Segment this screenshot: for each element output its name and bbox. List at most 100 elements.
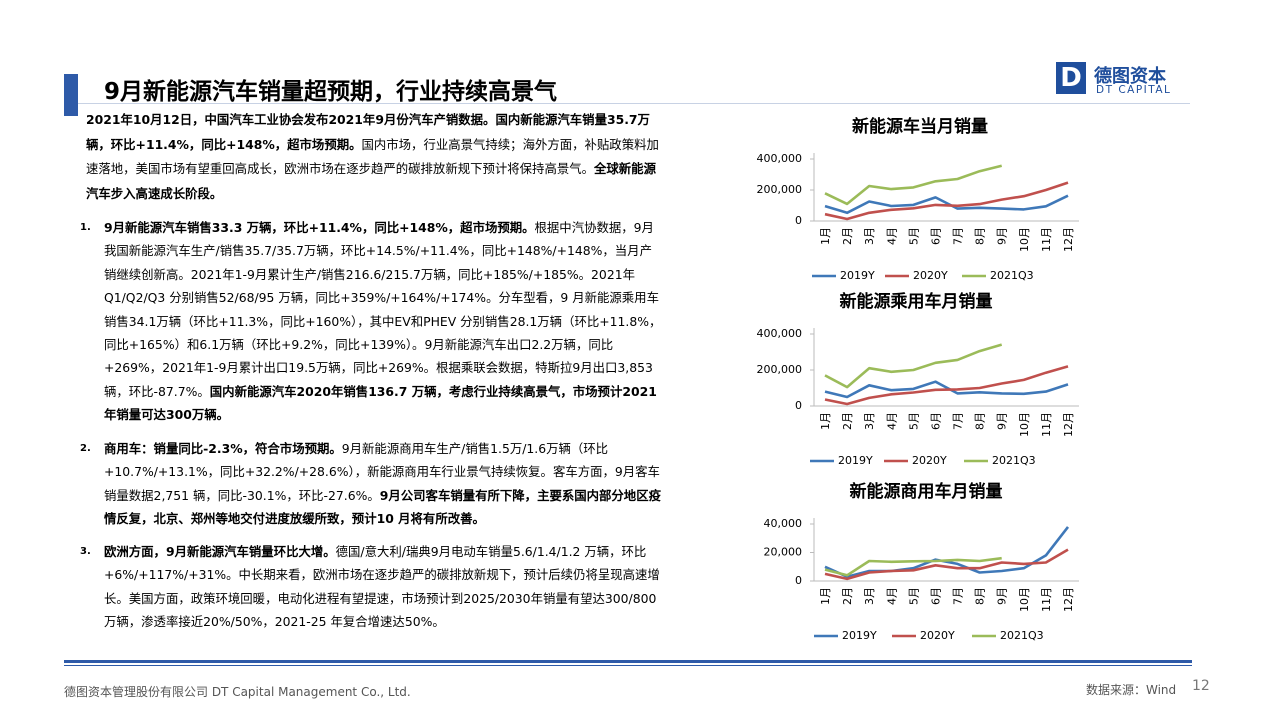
x-tick-label: 1月 [819, 587, 832, 605]
footer-line [64, 660, 1192, 663]
logo-mark: D [1056, 62, 1086, 94]
legend-label: 2021Q3 [1000, 629, 1044, 642]
y-tick-label: 0 [795, 574, 802, 587]
series-line [824, 380, 1069, 399]
x-tick-label: 9月 [996, 587, 1009, 605]
x-tick-label: 9月 [996, 227, 1009, 245]
series-line [824, 548, 1069, 581]
bullet-number: 3. [80, 546, 91, 557]
series-line [824, 343, 1003, 389]
chart-title: 新能源车当月销量 [852, 116, 988, 137]
x-tick-label: 1月 [819, 412, 832, 430]
bullet-number: 1. [80, 222, 91, 233]
y-tick-label: 40,000 [764, 517, 803, 530]
x-tick-label: 8月 [974, 587, 987, 605]
x-tick-label: 4月 [885, 587, 898, 605]
page-number: 12 [1192, 678, 1210, 694]
x-tick-label: 7月 [952, 412, 965, 430]
text-run: 2021年10月12日，中国汽车工业协会发布2021年9月份汽车产销数据。国内新… [86, 112, 650, 152]
series-line [824, 194, 1069, 215]
x-tick-label: 8月 [974, 412, 987, 430]
legend-label: 2020Y [913, 269, 948, 282]
x-tick-label: 4月 [885, 412, 898, 430]
chart-title: 新能源商用车月销量 [850, 481, 1003, 502]
x-tick-label: 12月 [1062, 412, 1075, 437]
x-tick-label: 9月 [996, 412, 1009, 430]
logo-subtext: DT CAPITAL [1096, 84, 1172, 96]
legend-label: 2019Y [840, 269, 875, 282]
bullet-item: 1. 9月新能源汽车销售33.3 万辆，环比+11.4%，同比+148%，超市场预… [80, 216, 664, 427]
text-run: 国内新能源汽车2020年销售136.7 万辆，考虑行业持续高景气，市场预计202… [104, 383, 657, 423]
x-tick-label: 5月 [907, 587, 920, 605]
x-tick-label: 12月 [1062, 227, 1075, 252]
bullet-item: 3. 欧洲方面，9月新能源汽车销量环比大增。德国/意大利/瑞典9月电动车销量5.6… [80, 540, 664, 634]
x-tick-label: 7月 [952, 227, 965, 245]
legend-label: 2020Y [912, 454, 947, 467]
x-tick-label: 10月 [1018, 587, 1031, 612]
text-run: 全球新能源汽车步入高速成长阶段。 [86, 161, 656, 201]
x-tick-label: 6月 [929, 587, 942, 605]
series-line [824, 365, 1069, 406]
x-tick-label: 1月 [819, 227, 832, 245]
x-tick-label: 5月 [907, 412, 920, 430]
series-line [824, 164, 1003, 206]
legend-label: 2019Y [838, 454, 873, 467]
logo-text: 德图资本 [1094, 66, 1166, 87]
legend-label: 2021Q3 [992, 454, 1036, 467]
footer-line [64, 665, 1192, 666]
text-run: 9月新能源商用车生产/销售1.5万/1.6万辆（环比+10.7%/+13.1%，… [104, 441, 660, 503]
bullet-text: 商用车：销量同比-2.3%，符合市场预期。9月新能源商用车生产/销售1.5万/1… [104, 437, 664, 531]
x-tick-label: 11月 [1040, 227, 1053, 252]
bullet-text: 9月新能源汽车销售33.3 万辆，环比+11.4%，同比+148%，超市场预期。… [104, 216, 664, 427]
slide-title: 9月新能源汽车销量超预期，行业持续高景气 [104, 79, 558, 105]
x-tick-label: 2月 [841, 227, 854, 245]
x-tick-label: 7月 [952, 587, 965, 605]
legend-label: 2021Q3 [990, 269, 1034, 282]
y-tick-label: 200,000 [757, 363, 803, 376]
text-run: 9月公司客车销量有所下降，主要系国内部分地区疫情反复，北京、郑州等地交付进度放缓… [104, 487, 661, 527]
y-tick-label: 400,000 [757, 152, 803, 165]
text-run: 国内市场，行业高景气持续；海外方面，补贴政策料加速落地，美国市场有望重回高成长，… [86, 136, 659, 177]
x-tick-label: 3月 [863, 587, 876, 605]
company-name: 德图资本管理股份有限公司 DT Capital Management Co., … [64, 685, 411, 699]
series-line [824, 526, 1070, 578]
divider [78, 103, 1190, 104]
x-tick-label: 12月 [1062, 587, 1075, 612]
legend-label: 2019Y [842, 629, 877, 642]
y-tick-label: 20,000 [764, 546, 803, 559]
y-tick-label: 0 [795, 214, 802, 227]
x-tick-label: 5月 [907, 227, 920, 245]
x-tick-label: 6月 [929, 227, 942, 245]
x-tick-label: 6月 [929, 412, 942, 430]
text-run: 9月新能源汽车销售33.3 万辆，环比+11.4%，同比+148%，超市场预期。 [104, 220, 535, 235]
legend-label: 2020Y [920, 629, 955, 642]
x-tick-label: 3月 [863, 412, 876, 430]
bullet-number: 2. [80, 443, 91, 454]
x-tick-label: 10月 [1018, 227, 1031, 252]
title-accent [64, 74, 78, 116]
y-tick-label: 200,000 [757, 183, 803, 196]
text-run: 德国/意大利/瑞典9月电动车销量5.6/1.4/1.2 万辆，环比+6%/+11… [104, 544, 660, 630]
intro-paragraph: 2021年10月12日，中国汽车工业协会发布2021年9月份汽车产销数据。国内新… [86, 108, 664, 206]
data-source: 数据来源：Wind [1086, 683, 1177, 697]
x-tick-label: 3月 [863, 227, 876, 245]
bullet-item: 2. 商用车：销量同比-2.3%，符合市场预期。9月新能源商用车生产/销售1.5万… [80, 437, 664, 531]
text-run: 欧洲方面，9月新能源汽车销量环比大增。 [104, 544, 336, 559]
x-tick-label: 11月 [1040, 587, 1053, 612]
y-tick-label: 0 [795, 399, 802, 412]
text-run: 根据中汽协数据，9月我国新能源汽车生产/销售35.7/35.7万辆，环比+14.… [104, 220, 662, 399]
chart-title: 新能源乘用车月销量 [840, 291, 993, 312]
bullet-text: 欧洲方面，9月新能源汽车销量环比大增。德国/意大利/瑞典9月电动车销量5.6/1… [104, 540, 664, 634]
x-tick-label: 4月 [885, 227, 898, 245]
x-tick-label: 10月 [1018, 412, 1031, 437]
x-tick-label: 2月 [841, 587, 854, 605]
x-tick-label: 11月 [1040, 412, 1053, 437]
text-run: 商用车：销量同比-2.3%，符合市场预期。 [104, 441, 342, 456]
series-line [824, 181, 1069, 221]
y-tick-label: 400,000 [757, 327, 803, 340]
x-tick-label: 2月 [841, 412, 854, 430]
series-line [824, 556, 1002, 577]
x-tick-label: 8月 [974, 227, 987, 245]
